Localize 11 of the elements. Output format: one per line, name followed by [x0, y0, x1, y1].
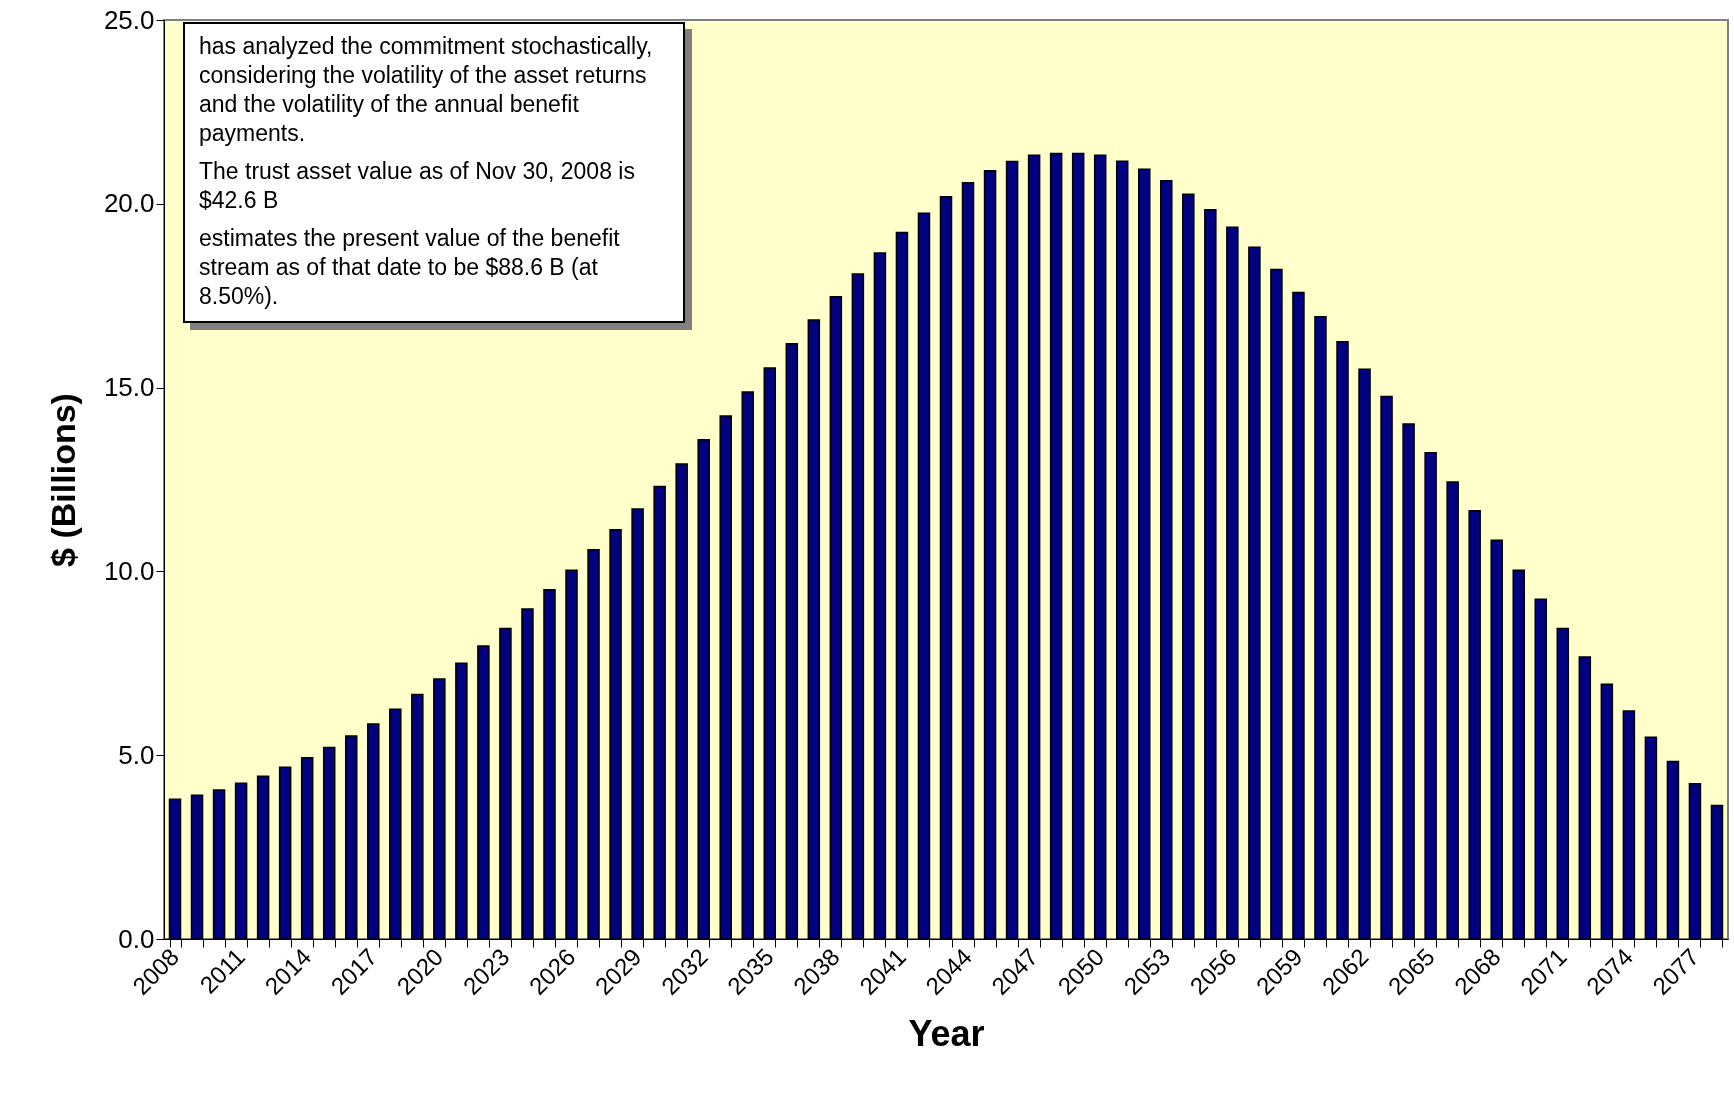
- annotation: The trust asset value as of Nov 30, 2008 is $42.6 B: [199, 157, 636, 215]
- y-tick-label: 25.0: [103, 4, 155, 35]
- x-axis-title: Year: [908, 1012, 985, 1054]
- y-tick-label: 10.0: [103, 555, 155, 586]
- annotation: has analyzed the commitment stochastically, considering the volatility of the asset returns and the volatility of the annual benefit payments.: [199, 32, 654, 148]
- y-tick-label: 5.0: [118, 739, 155, 770]
- y-tick-label: 15.0: [103, 372, 155, 403]
- y-tick-label: 20.0: [103, 188, 155, 219]
- annotation: estimates the present value of the benefit stream as of that date to be $88.6 B (at 8.50%).: [199, 224, 621, 311]
- y-axis-title: $ (Billions): [43, 393, 82, 567]
- y-tick-label: 0.0: [118, 923, 155, 954]
